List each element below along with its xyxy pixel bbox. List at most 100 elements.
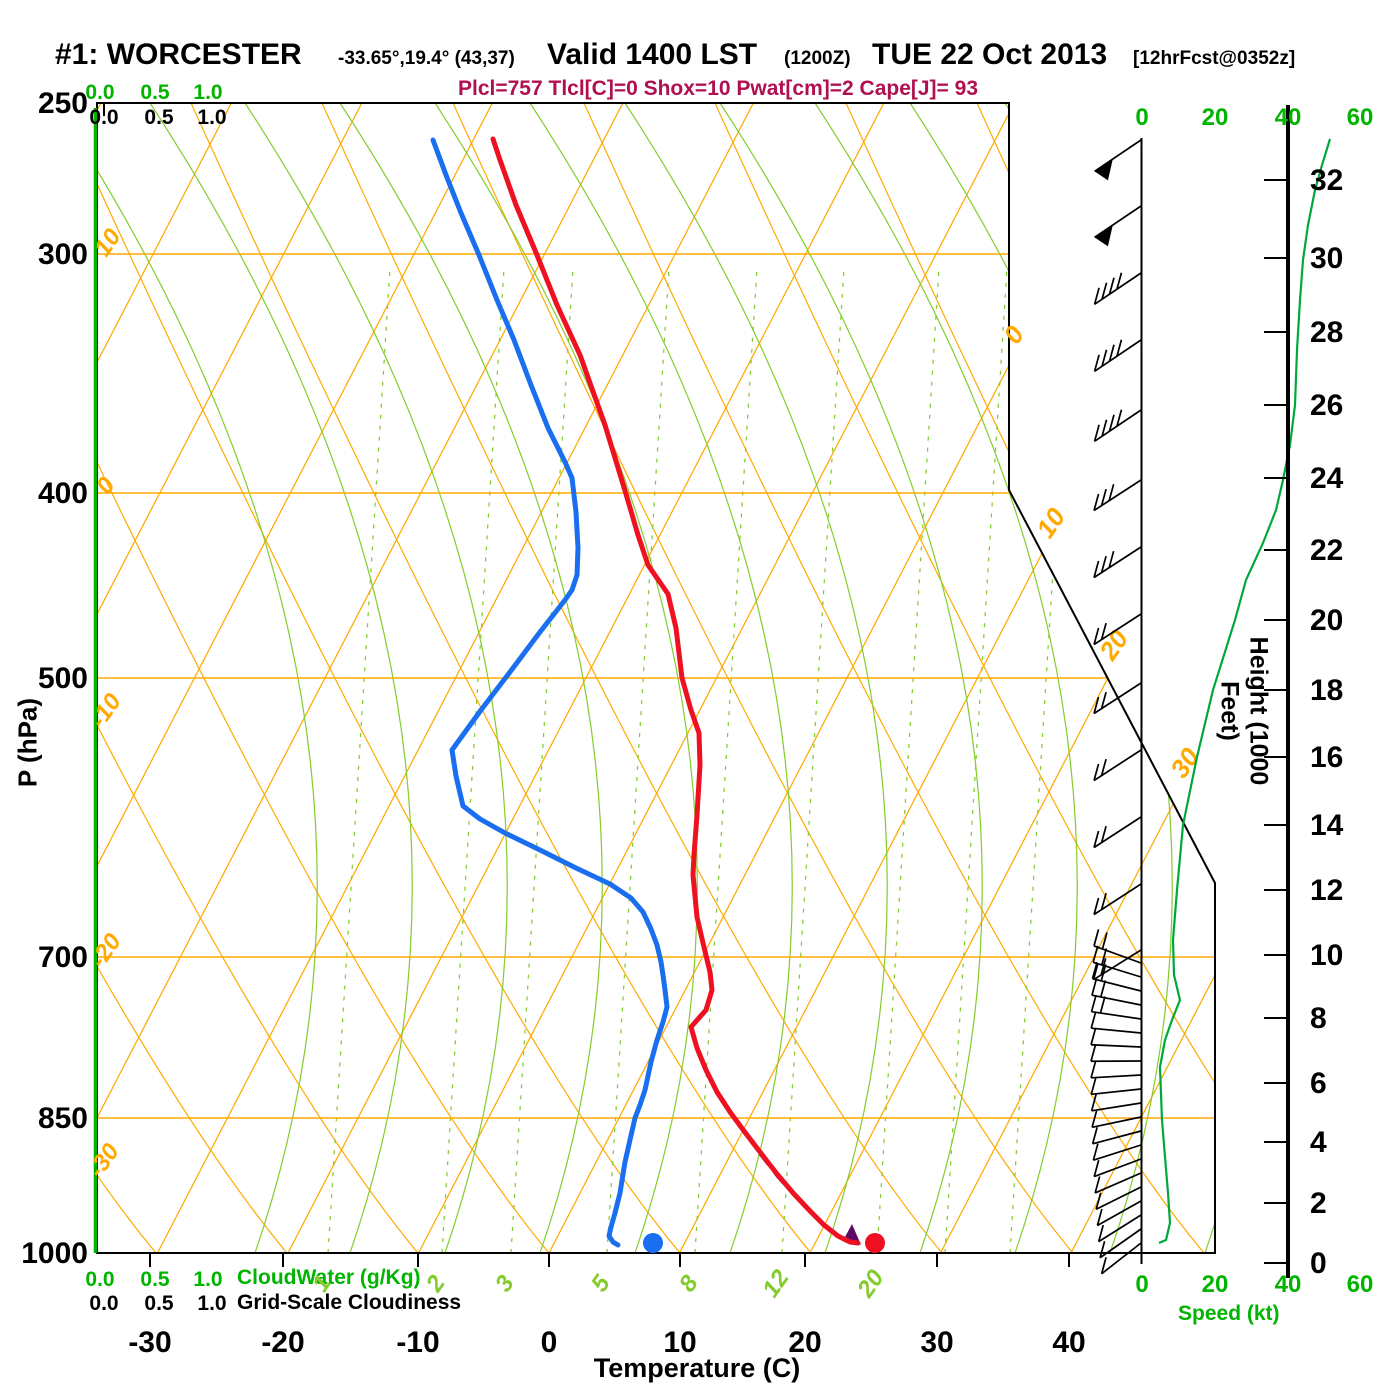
mixing-ratio-label: 2 xyxy=(420,1270,451,1298)
wind-barb xyxy=(1090,1011,1142,1034)
temperature-tick-label: 10 xyxy=(663,1326,696,1359)
temperature-tick-label: 30 xyxy=(920,1326,953,1359)
wind-barb xyxy=(1093,546,1142,579)
wind-barb xyxy=(1100,1242,1142,1275)
wind-barb xyxy=(1090,1094,1142,1112)
wind-barb xyxy=(1092,945,1142,978)
temperature-tick-label: -30 xyxy=(128,1326,171,1359)
wind-barb xyxy=(1091,978,1142,1006)
wind-barb xyxy=(1093,479,1142,512)
speed-tick-label-bottom: 20 xyxy=(1202,1271,1229,1298)
speed-axis-title: Speed (kt) xyxy=(1178,1302,1280,1325)
height-tick-label: 26 xyxy=(1310,389,1343,422)
dry-adiabat-lines xyxy=(97,103,1215,1253)
height-tick-label: 20 xyxy=(1310,604,1343,637)
pressure-tick-label: 300 xyxy=(38,238,88,271)
dry-adiabat-label: -10 xyxy=(85,688,127,732)
wind-barb xyxy=(1093,682,1142,715)
height-tick-label: 10 xyxy=(1310,939,1343,972)
wind-barb xyxy=(1093,749,1142,782)
wind-barb-column xyxy=(1090,138,1143,1275)
wind-barb xyxy=(1093,1158,1142,1178)
cloudiness-axis-title: Grid-Scale Cloudiness xyxy=(237,1291,462,1314)
valid-time: Valid 1400 LST xyxy=(547,38,758,71)
height-tick-label: 24 xyxy=(1310,462,1344,495)
wind-barb xyxy=(1092,949,1142,981)
speed-tick-label-top: 20 xyxy=(1202,104,1229,131)
speed-tick-label-bottom: 60 xyxy=(1347,1271,1374,1298)
height-tick-label: 32 xyxy=(1310,164,1343,197)
wind-barb xyxy=(1099,1228,1142,1259)
speed-tick-label-top: 40 xyxy=(1275,104,1302,131)
height-tick-label: 18 xyxy=(1310,674,1343,707)
temperature-tick-label: 40 xyxy=(1052,1326,1085,1359)
dry-adiabat-label: -30 xyxy=(83,1138,125,1182)
wind-barb xyxy=(1093,929,1142,964)
wind-barb xyxy=(1090,1044,1142,1063)
station-title: #1: WORCESTER xyxy=(55,38,302,71)
wind-barb xyxy=(1091,1110,1142,1129)
mixing-ratio-label: 5 xyxy=(586,1270,616,1297)
wind-barb xyxy=(1093,339,1142,373)
cloudiness-tick-label-top: 0.5 xyxy=(144,106,174,129)
temperature-tick-label: -20 xyxy=(261,1326,304,1359)
wind-barb xyxy=(1091,1127,1142,1145)
height-tick-label: 2 xyxy=(1310,1187,1327,1220)
height-tick-label: 6 xyxy=(1310,1067,1327,1100)
cloudwater-tick-label-top: 1.0 xyxy=(193,81,222,104)
surface-dewpoint-dot xyxy=(643,1233,663,1253)
cloudwater-tick-label-bottom: 0.5 xyxy=(140,1268,170,1291)
temperature-tick-label: 20 xyxy=(788,1326,821,1359)
pressure-tick-label: 400 xyxy=(38,477,88,510)
wind-barb xyxy=(1097,1214,1142,1243)
isotherm-label: 0 xyxy=(997,320,1030,349)
cloudwater-tick-label-top: 0.0 xyxy=(85,81,114,104)
valid-date: TUE 22 Oct 2013 xyxy=(872,38,1108,71)
cloudiness-tick-label-bottom: 0.5 xyxy=(144,1292,174,1315)
valid-zulu: (1200Z) xyxy=(784,48,851,69)
wind-barb xyxy=(1093,883,1142,916)
wind-speed-profile xyxy=(1158,138,1332,1245)
dry-adiabat-label: -20 xyxy=(85,928,127,972)
wind-barb xyxy=(1090,1077,1142,1096)
pressure-tick-label: 850 xyxy=(38,1102,88,1135)
sounding-traces xyxy=(430,136,885,1253)
cloudwater-tick-label-bottom: 1.0 xyxy=(193,1268,222,1291)
height-tick-label: 0 xyxy=(1310,1247,1327,1280)
plot-frame xyxy=(93,102,1216,1254)
mixing-ratio-label: 8 xyxy=(674,1270,704,1297)
wind-barb xyxy=(1095,1186,1142,1210)
mixing-ratio-label: 1 xyxy=(307,1270,337,1296)
speed-tick-label-bottom: 0 xyxy=(1135,1271,1148,1298)
mixing-ratio-label: 20 xyxy=(852,1264,890,1303)
height-tick-label: 4 xyxy=(1310,1126,1327,1159)
mixing-ratio-label: 12 xyxy=(757,1264,795,1302)
dewpoint-trace xyxy=(430,137,670,1248)
height-tick-label: 30 xyxy=(1310,242,1343,275)
cloudiness-tick-label-top: 0.0 xyxy=(89,106,118,129)
parcel-arrowhead xyxy=(845,1224,861,1245)
wind-barb xyxy=(1090,1028,1142,1048)
cloudiness-tick-label-bottom: 1.0 xyxy=(197,1292,226,1315)
wind-barb xyxy=(1093,409,1142,443)
height-tick-label: 28 xyxy=(1310,316,1343,349)
wind-barb xyxy=(1091,962,1142,992)
cloudwater-axis-title: CloudWater (g/Kg) xyxy=(237,1266,421,1289)
wind-barb xyxy=(1094,205,1142,247)
height-tick-label: 12 xyxy=(1310,874,1343,907)
height-tick-label: 14 xyxy=(1310,809,1344,842)
speed-tick-label-top: 0 xyxy=(1135,104,1148,131)
height-tick-label: 22 xyxy=(1310,534,1343,567)
temperature-tick-label: -10 xyxy=(396,1326,439,1359)
cloudiness-tick-label-top: 1.0 xyxy=(197,106,226,129)
height-tick-label: 8 xyxy=(1310,1002,1327,1035)
speed-tick-label-top: 60 xyxy=(1347,104,1374,131)
speed-tick-label-bottom: 40 xyxy=(1275,1271,1302,1298)
temperature-tick-label: 0 xyxy=(541,1326,558,1359)
cloudiness-tick-label-bottom: 0.0 xyxy=(89,1292,118,1315)
wind-barb xyxy=(1090,994,1142,1020)
cloudwater-tick-label-top: 0.5 xyxy=(140,81,170,104)
